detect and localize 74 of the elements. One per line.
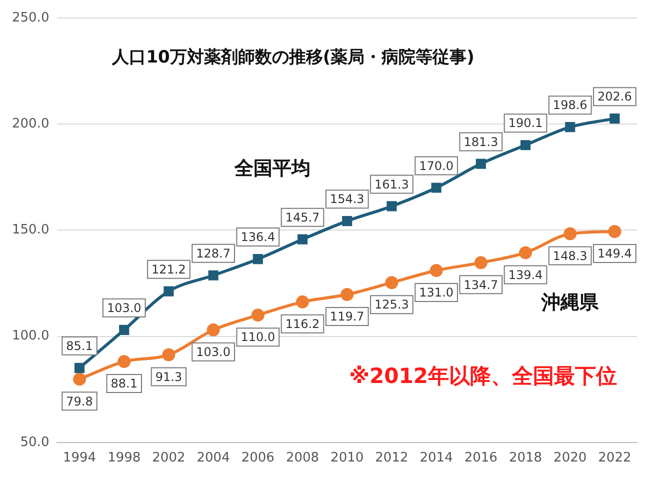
data-label: 148.3 <box>552 248 588 263</box>
point <box>297 234 308 244</box>
point <box>73 372 86 386</box>
data-label: 85.1 <box>66 339 93 354</box>
point <box>74 362 85 373</box>
data-label: 103.0 <box>196 345 230 360</box>
x-tick-label: 2014 <box>420 450 453 466</box>
y-tick-label: 250.0 <box>12 10 50 26</box>
data-label: 79.8 <box>66 394 93 408</box>
y-tick-label: 200.0 <box>12 116 50 132</box>
point <box>118 355 131 368</box>
x-tick-label: 2018 <box>508 450 542 466</box>
point <box>608 224 622 238</box>
data-label: 181.3 <box>464 134 498 149</box>
data-label: 131.0 <box>419 286 454 300</box>
data-label: 139.4 <box>508 268 543 282</box>
point <box>476 158 486 169</box>
data-label: 136.4 <box>240 230 276 244</box>
x-tick-label: 2002 <box>152 450 186 466</box>
x-tick-label: 1994 <box>62 450 96 466</box>
point <box>252 254 263 264</box>
point <box>206 323 220 336</box>
x-tick-label: 2004 <box>196 450 230 466</box>
annotation: ※2012年以降、全国最下位 <box>349 364 617 388</box>
point <box>162 348 176 362</box>
data-label: 149.4 <box>598 246 632 261</box>
data-label: 125.3 <box>374 298 409 312</box>
x-tick-label: 2012 <box>375 450 408 466</box>
x-tick-label: 2022 <box>598 450 632 466</box>
point <box>520 140 531 150</box>
series-label: 沖縄県 <box>540 292 600 314</box>
data-label: 170.0 <box>419 158 454 173</box>
data-label: 190.1 <box>508 116 543 130</box>
data-label: 88.1 <box>110 376 138 391</box>
data-label: 128.7 <box>196 246 230 261</box>
data-label: 91.3 <box>155 370 182 384</box>
x-tick-label: 1998 <box>108 450 141 466</box>
text: 人口10万対薬剤師数の推移(薬局・病院等従事) <box>111 47 474 68</box>
point <box>385 276 398 290</box>
point <box>431 182 442 193</box>
point <box>430 264 443 278</box>
point <box>564 227 577 240</box>
point <box>340 288 354 301</box>
x-tick-label: 2006 <box>241 450 274 466</box>
y-tick-label: 50.0 <box>20 434 50 450</box>
point <box>119 324 130 335</box>
data-label: 119.7 <box>330 310 364 324</box>
data-label: 116.2 <box>285 317 320 332</box>
data-label: 121.2 <box>152 262 186 276</box>
x-tick-label: 2020 <box>554 450 587 466</box>
data-label: 198.6 <box>552 98 588 112</box>
point <box>296 295 310 308</box>
point <box>208 270 218 280</box>
data-label: 145.7 <box>285 210 320 224</box>
point <box>474 256 488 270</box>
point <box>610 114 620 124</box>
point <box>565 122 576 132</box>
data-label: 110.0 <box>240 330 276 344</box>
x-tick-label: 2008 <box>286 450 320 466</box>
x-tick-label: 2016 <box>464 450 498 466</box>
point <box>164 286 174 296</box>
data-label: 202.6 <box>598 90 632 104</box>
point <box>386 201 397 212</box>
data-label: 103.0 <box>106 301 142 316</box>
x-tick-label: 2010 <box>330 450 364 466</box>
data-label: 134.7 <box>464 278 498 292</box>
point <box>342 216 352 226</box>
point <box>251 308 264 322</box>
text: 全国平均 <box>234 157 311 180</box>
data-label: 154.3 <box>330 192 364 206</box>
y-tick-label: 150.0 <box>12 222 50 238</box>
data-label: 161.3 <box>374 177 409 192</box>
y-tick-label: 100.0 <box>12 328 50 344</box>
point <box>519 246 532 260</box>
